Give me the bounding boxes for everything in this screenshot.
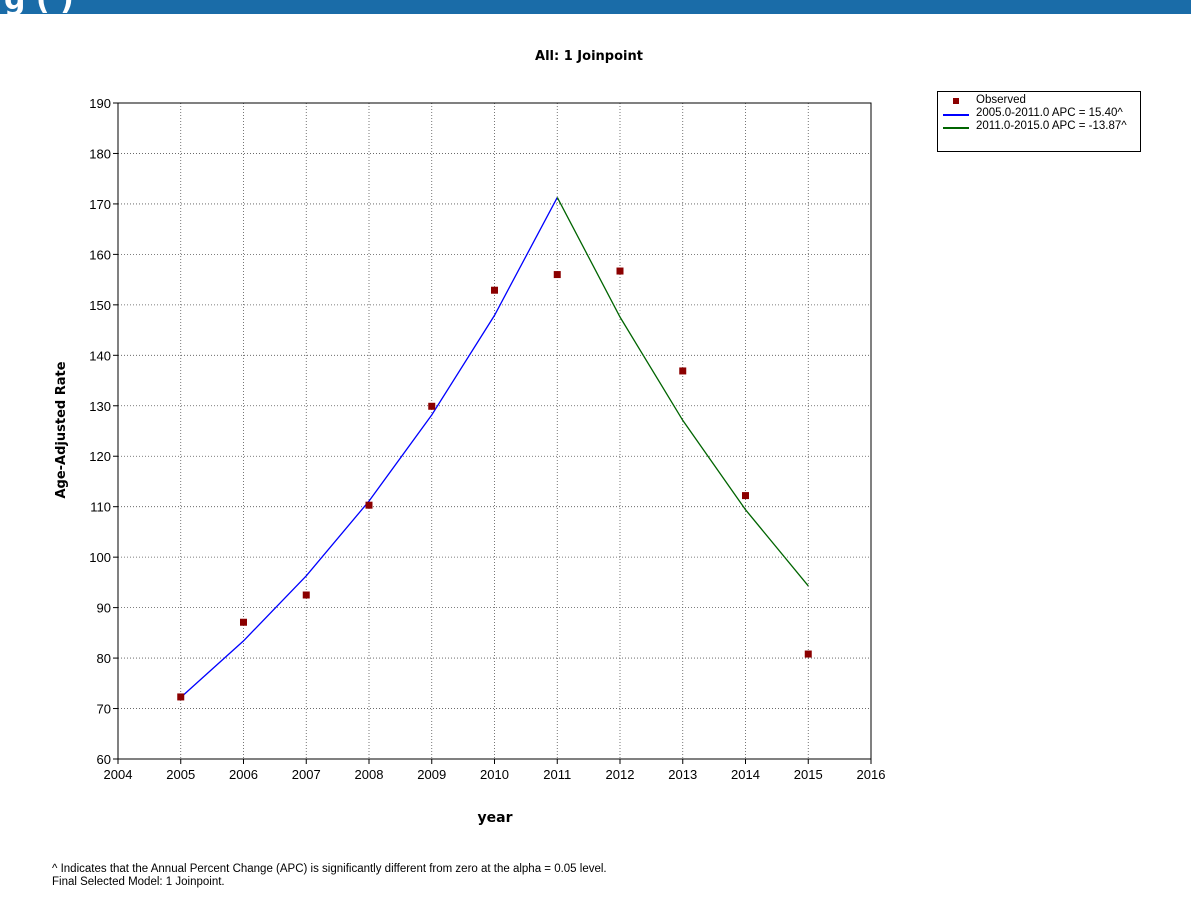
x-tick-label: 2004 xyxy=(104,767,133,782)
footnote-apc: ^ Indicates that the Annual Percent Chan… xyxy=(52,863,607,875)
x-tick-label: 2008 xyxy=(355,767,384,782)
x-tick-label: 2011 xyxy=(543,767,571,782)
chart-legend: Observed 2005.0-2011.0 APC = 15.40^ 2011… xyxy=(937,91,1141,152)
x-tick-label: 2007 xyxy=(292,767,321,782)
x-tick-label: 2005 xyxy=(166,767,195,782)
footnote-final-model: Final Selected Model: 1 Joinpoint. xyxy=(52,876,225,888)
x-tick-label: 2014 xyxy=(731,767,760,782)
observed-point xyxy=(302,591,310,599)
y-tick-label: 130 xyxy=(89,399,111,414)
legend-label-segment-2: 2011.0-2015.0 APC = -13.87^ xyxy=(976,120,1127,132)
observed-point xyxy=(616,267,624,275)
observed-point xyxy=(553,271,561,279)
x-tick-label: 2015 xyxy=(794,767,823,782)
legend-label-observed: Observed xyxy=(976,94,1026,106)
y-tick-label: 140 xyxy=(89,348,111,363)
x-tick-label: 2010 xyxy=(480,767,509,782)
y-tick-label: 160 xyxy=(89,247,111,262)
y-tick-label: 170 xyxy=(89,197,111,212)
header-title-fragment: g ( ) xyxy=(4,0,74,14)
observed-point xyxy=(742,492,749,500)
y-axis-label: Age-Adjusted Rate xyxy=(54,361,69,498)
chart-title: All: 1 Joinpoint xyxy=(535,49,643,64)
x-tick-label: 2013 xyxy=(668,767,697,782)
x-tick-label: 2006 xyxy=(229,767,258,782)
legend-swatch-segment-1 xyxy=(943,114,969,116)
observed-point xyxy=(428,402,436,410)
header-bar: g ( ) xyxy=(0,0,1191,14)
x-tick-label: 2012 xyxy=(606,767,635,782)
legend-marker-observed xyxy=(953,98,959,104)
series-layer xyxy=(177,197,812,701)
legend-swatch-segment-2 xyxy=(943,127,969,129)
x-axis-label: year xyxy=(478,810,513,826)
observed-point xyxy=(177,693,185,701)
x-tick-label: 2016 xyxy=(857,767,886,782)
observed-point xyxy=(679,367,687,375)
observed-point xyxy=(240,618,247,626)
y-tick-label: 180 xyxy=(89,146,111,161)
x-axis-ticks: 2004 2005 2006 2007 2008 2009 2010 2011 2012 2013… xyxy=(104,759,886,782)
y-tick-label: 150 xyxy=(89,298,111,313)
x-tick-label: 2009 xyxy=(417,767,446,782)
y-tick-label: 80 xyxy=(97,651,111,666)
y-tick-label: 70 xyxy=(97,702,111,717)
y-tick-label: 90 xyxy=(97,601,111,616)
y-tick-label: 100 xyxy=(89,550,111,565)
plot-area xyxy=(117,102,872,760)
observed-point xyxy=(491,286,498,294)
y-tick-label: 60 xyxy=(97,752,111,767)
legend-label-segment-1: 2005.0-2011.0 APC = 15.40^ xyxy=(976,107,1123,119)
y-tick-label: 120 xyxy=(89,449,111,464)
trend-line-segment-1 xyxy=(180,197,558,698)
observed-point xyxy=(365,501,373,509)
trend-line-segment-2 xyxy=(556,197,809,587)
y-tick-label: 110 xyxy=(90,500,111,515)
grid-lines xyxy=(118,103,871,759)
y-axis-ticks: 60 70 80 90 100 110 120 130 140 150 160 170 180 190 xyxy=(89,96,118,767)
observed-point xyxy=(804,650,812,658)
y-tick-label: 190 xyxy=(89,96,111,111)
